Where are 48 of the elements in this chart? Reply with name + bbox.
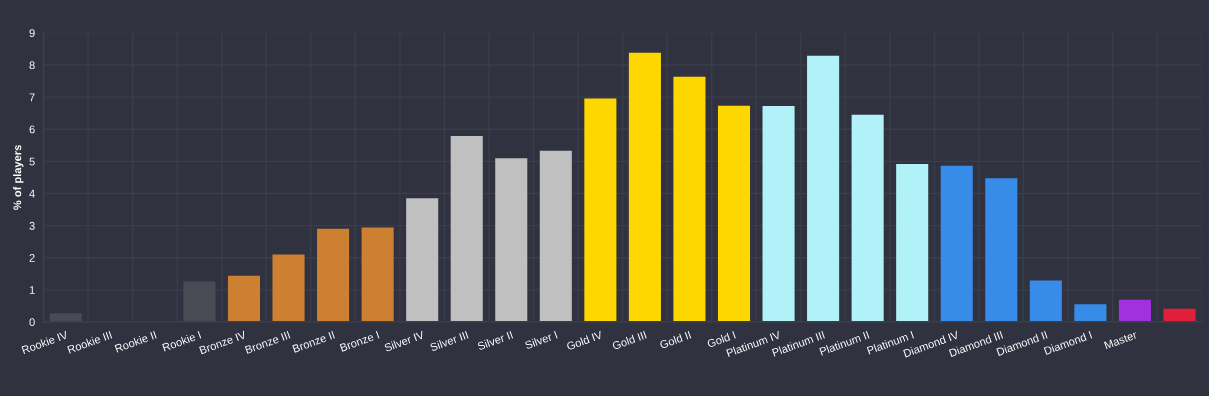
y-tick-label: 8 <box>29 61 35 70</box>
x-tick-label: Gold III <box>611 330 647 351</box>
x-tick-label: Gold IV <box>566 330 604 351</box>
bar <box>940 165 973 322</box>
bar <box>896 163 929 322</box>
y-tick-label: 4 <box>29 189 35 198</box>
bar <box>450 135 483 322</box>
bar <box>183 281 216 322</box>
y-tick-label: 7 <box>29 93 35 102</box>
x-tick-label: Bronze II <box>292 331 335 353</box>
bar <box>628 52 661 322</box>
x-tick-label: Master <box>1104 330 1138 350</box>
bar <box>807 55 840 322</box>
x-tick-label: Silver I <box>524 330 558 350</box>
bar <box>361 227 394 322</box>
bar <box>584 98 617 322</box>
bar <box>495 158 528 322</box>
y-tick-label: 9 <box>29 29 35 37</box>
x-tick-label: Silver II <box>476 330 514 351</box>
y-axis-title: % of players <box>13 145 24 210</box>
x-tick-label: Silver IV <box>383 330 425 352</box>
y-tick-label: 2 <box>29 253 35 262</box>
x-tick-label: Gold II <box>659 330 692 349</box>
bar <box>539 150 572 322</box>
bar <box>406 198 439 322</box>
bar <box>49 313 82 322</box>
bar <box>1118 299 1151 322</box>
bar <box>673 76 706 322</box>
x-tick-label: Silver III <box>429 330 469 352</box>
y-tick-label: 1 <box>29 286 35 294</box>
y-tick-label: 5 <box>29 157 35 166</box>
x-tick-label: Bronze I <box>339 331 380 352</box>
bar <box>762 106 795 322</box>
x-tick-label: Bronze III <box>244 331 291 354</box>
bar <box>317 228 350 322</box>
x-tick-label: Rookie II <box>114 330 157 353</box>
bar <box>227 275 261 322</box>
y-tick-label: 0 <box>29 318 35 327</box>
bar <box>1029 280 1062 322</box>
bar <box>985 178 1018 322</box>
bar <box>1074 304 1107 322</box>
y-tick-label: 6 <box>29 125 35 134</box>
bar <box>1163 308 1196 322</box>
bar <box>272 254 305 322</box>
bar <box>717 105 751 322</box>
x-tick-label: Rookie III <box>67 330 113 354</box>
y-tick-label: 3 <box>29 221 35 230</box>
bar <box>851 114 884 322</box>
